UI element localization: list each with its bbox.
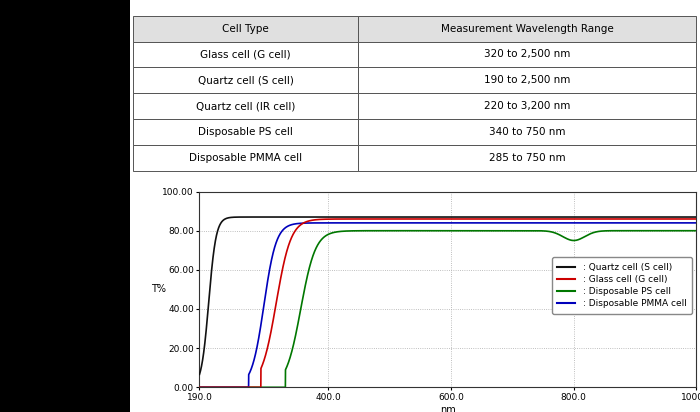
Legend: : Quartz cell (S cell), : Glass cell (G cell), : Disposable PS cell, : Disposabl: : Quartz cell (S cell), : Glass cell (G … bbox=[552, 258, 692, 314]
X-axis label: nm: nm bbox=[440, 405, 456, 412]
Y-axis label: T%: T% bbox=[150, 284, 166, 295]
